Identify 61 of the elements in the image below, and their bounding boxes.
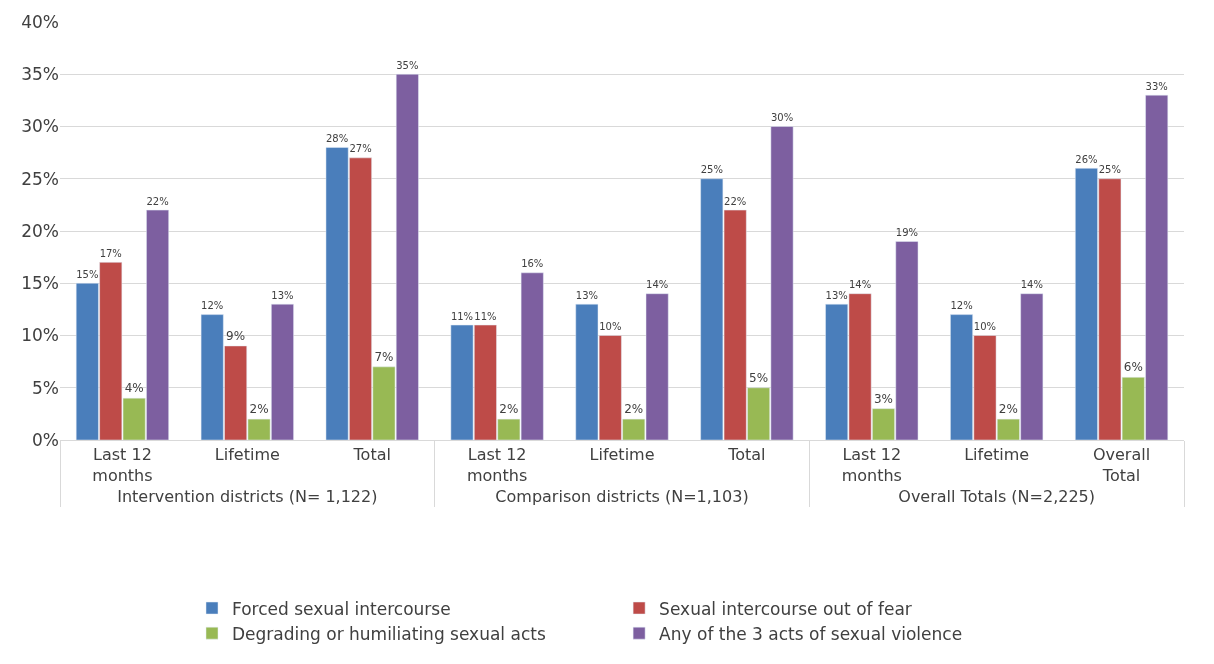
legend-label: Forced sexual intercourse	[232, 598, 451, 619]
data-label: 2%	[998, 402, 1018, 417]
data-label: 4%	[124, 381, 144, 396]
data-label: 11%	[450, 310, 474, 322]
data-label: 13%	[271, 289, 294, 301]
data-label: 13%	[575, 289, 598, 301]
y-tick-label: 10%	[21, 325, 59, 346]
data-label: 5%	[749, 370, 769, 385]
y-tick-label: 0%	[32, 429, 59, 450]
data-label: 25%	[1098, 164, 1121, 176]
x-tick-label: Overall Total	[1092, 445, 1151, 485]
y-tick-label: 5%	[32, 377, 59, 398]
data-label: 33%	[1145, 80, 1168, 92]
legend-label: Degrading or humiliating sexual acts	[232, 623, 546, 644]
x-tick-label: Lifetime	[214, 445, 280, 465]
x-tick-label: Last 12 months	[466, 445, 528, 485]
data-label: 9%	[226, 328, 246, 343]
data-label: 28%	[325, 132, 349, 144]
data-label: 2%	[499, 402, 519, 417]
data-label: 13%	[825, 289, 848, 301]
data-label: 3%	[873, 391, 894, 406]
data-label: 22%	[724, 195, 747, 207]
x-tick-label: Lifetime	[589, 445, 655, 465]
data-label: 2%	[624, 402, 644, 417]
text: Overall Totals (N=2,225)	[898, 487, 1096, 506]
data-label: 30%	[770, 112, 794, 123]
data-label: 14%	[848, 279, 872, 291]
y-tick-label: 30%	[21, 116, 59, 137]
data-label: 14%	[646, 279, 669, 291]
x-tick-label: Last 12 months	[841, 445, 902, 485]
legend-label: Sexual intercourse out of fear	[659, 598, 912, 619]
x-tick-label: Total	[727, 445, 766, 465]
data-label: 19%	[895, 226, 919, 238]
data-label: 12%	[201, 300, 224, 312]
x-tick-label: Lifetime	[964, 445, 1030, 465]
data-label: 14%	[1020, 279, 1043, 291]
x-tick-label: Total	[352, 445, 391, 465]
data-label: 10%	[973, 321, 997, 332]
data-label: 26%	[1075, 153, 1098, 165]
data-label: 11%	[474, 310, 497, 322]
y-tick-label: 35%	[21, 64, 59, 85]
legend-label: Any of the 3 acts of sexual violence	[659, 623, 963, 644]
data-label: 16%	[521, 258, 544, 270]
y-tick-label: 15%	[21, 273, 59, 294]
data-label: 25%	[700, 164, 723, 176]
y-tick-label: 25%	[21, 168, 59, 189]
data-label: 27%	[349, 143, 372, 155]
data-label: 10%	[599, 321, 622, 332]
y-tick-label: 20%	[21, 220, 59, 241]
data-label: 17%	[99, 247, 122, 259]
data-label: 12%	[950, 300, 973, 312]
data-label: 22%	[146, 195, 169, 207]
text: Intervention districts (N= 1,122)	[117, 487, 378, 506]
data-label: 15%	[76, 268, 99, 280]
data-label: 2%	[249, 402, 269, 417]
data-label: 6%	[1123, 360, 1143, 375]
x-tick-label: Last 12 months	[92, 445, 153, 485]
y-tick-label: 40%	[21, 11, 59, 32]
text: Comparison districts (N=1,103)	[495, 487, 749, 506]
data-label: 7%	[374, 349, 394, 364]
data-label: 35%	[396, 59, 419, 71]
